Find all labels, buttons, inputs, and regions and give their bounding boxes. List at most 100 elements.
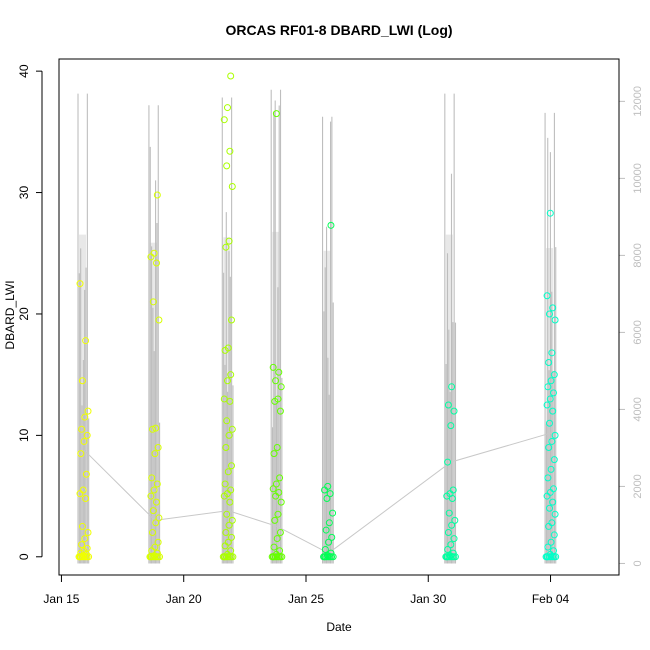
data-point — [328, 533, 336, 541]
data-point — [545, 419, 553, 427]
altitude-series — [77, 89, 557, 564]
data-point — [548, 437, 556, 445]
data-point — [226, 147, 234, 155]
data-point — [226, 498, 234, 506]
data-point — [545, 504, 553, 512]
data-point — [156, 553, 164, 561]
data-point — [274, 395, 282, 403]
data-point — [326, 490, 334, 498]
data-point — [228, 425, 236, 433]
data-point — [270, 543, 278, 551]
data-point — [277, 498, 285, 506]
data-point — [149, 425, 157, 433]
data-point — [152, 424, 160, 432]
data-point — [549, 304, 557, 312]
x-tick-label: Jan 15 — [43, 592, 79, 606]
y2-tick-label: 4000 — [632, 397, 644, 421]
data-point — [329, 553, 337, 561]
data-point — [444, 401, 452, 409]
data-point — [550, 456, 558, 464]
y2-tick-label: 0 — [632, 560, 644, 566]
data-point — [81, 413, 89, 421]
data-point — [325, 519, 333, 527]
data-point — [545, 359, 553, 367]
data-point — [149, 507, 157, 515]
data-point — [78, 425, 86, 433]
data-point — [84, 407, 92, 415]
data-point — [84, 529, 92, 537]
data-point — [220, 116, 228, 124]
data-point — [225, 521, 233, 529]
data-point — [550, 531, 558, 539]
data-point — [149, 298, 157, 306]
data-point — [222, 529, 230, 537]
data-point — [543, 292, 551, 300]
plot-box — [58, 58, 620, 576]
data-point — [543, 401, 551, 409]
data-point — [225, 431, 233, 439]
data-point — [278, 553, 286, 561]
x-tick-label: Jan 25 — [288, 592, 324, 606]
data-point — [225, 237, 233, 245]
data-point — [549, 485, 557, 493]
data-point — [224, 344, 232, 352]
y-tick-label: 30 — [17, 186, 31, 200]
data-point — [275, 368, 283, 376]
data-point — [276, 407, 284, 415]
data-point — [148, 474, 156, 482]
data-point — [82, 495, 90, 503]
data-point — [274, 510, 282, 518]
data-point — [76, 280, 84, 288]
data-point — [549, 407, 557, 415]
data-point — [275, 488, 283, 496]
data-point — [451, 516, 459, 524]
data-point — [227, 462, 235, 470]
data-point — [228, 516, 236, 524]
data-point — [83, 431, 91, 439]
data-point — [223, 162, 231, 170]
data-point — [449, 486, 457, 494]
y-axis-label: DBARD_LWI — [3, 280, 17, 349]
y2-tick-label: 12000 — [632, 86, 644, 117]
y2-tick-label: 8000 — [632, 243, 644, 267]
data-point — [551, 316, 559, 324]
data-point — [272, 480, 280, 488]
data-point — [227, 72, 235, 80]
data-point — [223, 104, 231, 112]
data-point — [154, 444, 162, 452]
data-point — [80, 437, 88, 445]
data-point — [147, 492, 155, 500]
data-point — [78, 377, 86, 385]
data-point — [150, 486, 158, 494]
y2-tick-label: 6000 — [632, 320, 644, 344]
data-point — [77, 450, 85, 458]
data-point — [550, 371, 558, 379]
data-point — [81, 535, 89, 543]
data-point — [549, 498, 557, 506]
data-point — [82, 337, 90, 345]
data-point — [152, 519, 160, 527]
data-point — [223, 377, 231, 385]
altitude-band — [79, 234, 87, 564]
data-point — [78, 522, 86, 530]
data-point — [269, 485, 277, 493]
data-point — [83, 544, 91, 552]
data-point — [277, 383, 285, 391]
y-tick-label: 40 — [17, 64, 31, 78]
data-point — [447, 541, 455, 549]
data-point — [448, 383, 456, 391]
data-point — [153, 498, 161, 506]
data-point — [150, 249, 158, 257]
data-point — [269, 363, 277, 371]
data-point — [272, 377, 280, 385]
data-point — [228, 182, 236, 190]
data-point — [223, 417, 231, 425]
data-point — [321, 546, 329, 554]
data-point — [276, 529, 284, 537]
data-point — [325, 538, 333, 546]
data-point — [271, 516, 279, 524]
data-point — [227, 486, 235, 494]
data-point — [153, 259, 161, 267]
data-point — [151, 543, 159, 551]
data-point — [227, 533, 235, 541]
